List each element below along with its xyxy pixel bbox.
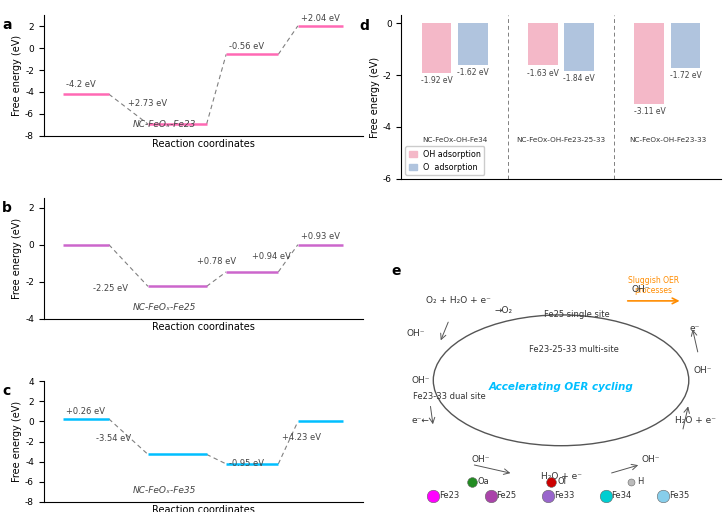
Text: →O₂: →O₂	[494, 306, 513, 315]
Text: -3.54 eV: -3.54 eV	[96, 434, 131, 442]
Text: Sluggish OER
processes: Sluggish OER processes	[628, 275, 679, 295]
Text: -0.56 eV: -0.56 eV	[229, 42, 264, 51]
Bar	[670, 23, 700, 68]
Text: -1.62 eV: -1.62 eV	[456, 68, 488, 77]
Text: b: b	[2, 201, 12, 215]
Text: NC-FeOₓ-Fe23: NC-FeOₓ-Fe23	[133, 119, 197, 129]
Text: Ol: Ol	[557, 477, 566, 486]
Text: Oa: Oa	[478, 477, 489, 486]
X-axis label: Reaction coordinates: Reaction coordinates	[152, 139, 255, 148]
Text: e⁻: e⁻	[690, 325, 700, 333]
Text: OH⁻: OH⁻	[411, 376, 430, 385]
Text: H: H	[637, 477, 644, 486]
Text: +0.94 eV: +0.94 eV	[252, 252, 291, 261]
Text: NC-FeOx-OH-Fe23-25-33: NC-FeOx-OH-Fe23-25-33	[516, 137, 606, 143]
Text: +0.78 eV: +0.78 eV	[197, 257, 236, 266]
Text: -3.11 eV: -3.11 eV	[633, 107, 665, 116]
Text: +4.23 eV: +4.23 eV	[282, 433, 320, 441]
Text: OH⁻: OH⁻	[632, 285, 650, 294]
Text: e: e	[392, 264, 401, 278]
Text: Fe35: Fe35	[669, 492, 689, 500]
Text: a: a	[2, 18, 12, 32]
Text: O₂ + H₂O + e⁻: O₂ + H₂O + e⁻	[427, 296, 491, 305]
Text: Fe23-25-33 multi-site: Fe23-25-33 multi-site	[529, 346, 619, 354]
Text: -2.25 eV: -2.25 eV	[92, 284, 127, 293]
Text: H₂O + e⁻: H₂O + e⁻	[675, 416, 716, 424]
Bar	[635, 23, 665, 104]
Text: NC-FeOₓ-Fe25: NC-FeOₓ-Fe25	[133, 303, 197, 311]
Text: OH⁻: OH⁻	[641, 455, 660, 464]
Text: Fe25 single site: Fe25 single site	[544, 310, 610, 319]
Text: d: d	[360, 18, 370, 33]
Text: e⁻←: e⁻←	[411, 416, 430, 424]
Text: -4.2 eV: -4.2 eV	[66, 80, 96, 89]
Text: Accelerating OER cycling: Accelerating OER cycling	[488, 382, 633, 392]
Y-axis label: Free energy (eV): Free energy (eV)	[12, 35, 22, 116]
Text: +0.93 eV: +0.93 eV	[301, 232, 340, 241]
Text: H₂O + e⁻: H₂O + e⁻	[541, 472, 582, 481]
Text: -1.63 eV: -1.63 eV	[527, 69, 559, 77]
Text: +2.73 eV: +2.73 eV	[128, 99, 167, 108]
Bar	[528, 23, 558, 66]
X-axis label: Reaction coordinates: Reaction coordinates	[152, 322, 255, 332]
Text: NC-FeOₓ-Fe35: NC-FeOₓ-Fe35	[133, 485, 197, 495]
Text: -1.72 eV: -1.72 eV	[670, 71, 702, 80]
Text: -1.92 eV: -1.92 eV	[421, 76, 452, 85]
Text: +0.26 eV: +0.26 eV	[66, 407, 106, 416]
Legend: OH adsorption, O  adsorption: OH adsorption, O adsorption	[405, 146, 484, 175]
Text: NC-FeOx-OH-Fe34: NC-FeOx-OH-Fe34	[422, 137, 487, 143]
Y-axis label: Free energy (eV): Free energy (eV)	[370, 56, 380, 138]
Text: c: c	[2, 384, 10, 398]
Y-axis label: Free energy (eV): Free energy (eV)	[12, 218, 23, 299]
Text: OH⁻: OH⁻	[472, 455, 491, 464]
Text: Fe25: Fe25	[496, 492, 517, 500]
Text: Fe23: Fe23	[439, 492, 459, 500]
Y-axis label: Free energy (eV): Free energy (eV)	[12, 401, 22, 482]
Text: +2.04 eV: +2.04 eV	[301, 14, 340, 23]
X-axis label: Reaction coordinates: Reaction coordinates	[152, 504, 255, 512]
Text: OH⁻: OH⁻	[694, 367, 713, 375]
Bar	[564, 23, 594, 71]
Text: NC-FeOx-OH-Fe23-33: NC-FeOx-OH-Fe23-33	[629, 137, 706, 143]
Text: Fe33: Fe33	[554, 492, 574, 500]
Text: Fe23-33 dual site: Fe23-33 dual site	[413, 392, 486, 401]
Text: -0.95 eV: -0.95 eV	[229, 459, 264, 467]
Text: OH⁻: OH⁻	[406, 329, 425, 338]
Bar	[458, 23, 488, 65]
Text: Fe34: Fe34	[612, 492, 632, 500]
Bar	[422, 23, 451, 73]
Text: -1.84 eV: -1.84 eV	[563, 74, 595, 83]
